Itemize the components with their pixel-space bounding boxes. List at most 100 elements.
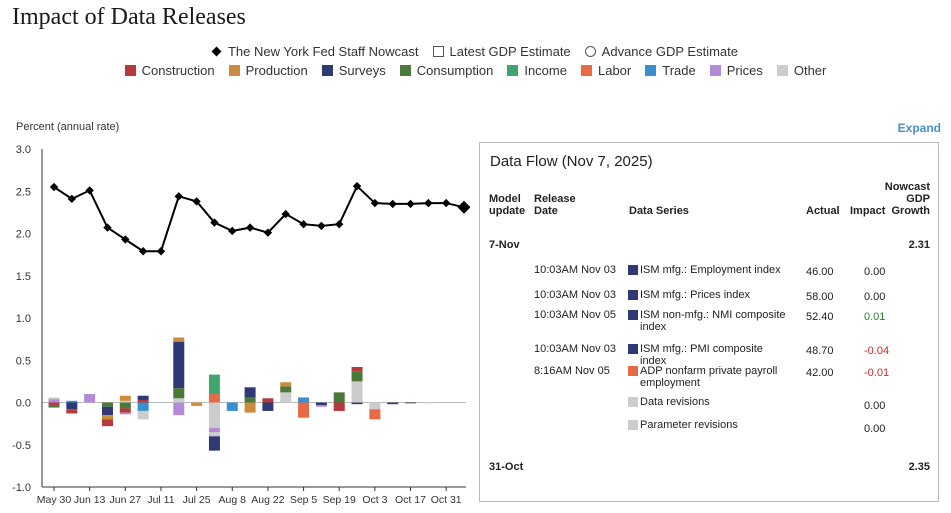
- row-series-name: ISM mfg.: Employment index: [640, 264, 781, 276]
- row-impact: -0.04: [864, 345, 890, 357]
- nowcast-point: [192, 197, 201, 206]
- nowcast-point: [281, 209, 290, 219]
- legend-construction[interactable]: Construction: [124, 63, 215, 78]
- bar-segment-construction: [137, 399, 149, 403]
- legend-trade[interactable]: Trade: [645, 63, 696, 78]
- legend-swatch: [776, 65, 788, 76]
- row-series-name: ADP nonfarm private payroll employment: [640, 365, 778, 389]
- bar-segment-construction: [333, 402, 345, 411]
- x-tick-label: Jul 11: [147, 494, 174, 506]
- x-tick-label: Jun 13: [74, 494, 106, 506]
- row-series-name: ISM mfg.: PMI composite index: [640, 343, 763, 367]
- legend-label: Income: [524, 63, 567, 78]
- row-impact: 0.01: [864, 311, 886, 323]
- bar-segment-construction: [101, 419, 113, 427]
- bar-segment-production: [280, 382, 292, 387]
- x-tick-label: Oct 31: [431, 494, 462, 506]
- bar-segment-other: [280, 392, 292, 403]
- legend-income[interactable]: Income: [507, 63, 567, 78]
- x-tick-label: Oct 17: [395, 494, 426, 506]
- y-tick-label: 3.0: [16, 144, 31, 156]
- legend-label: Surveys: [338, 63, 386, 78]
- row-actual: 52.40: [806, 311, 834, 323]
- legend-latest-gdp[interactable]: Latest GDP Estimate: [432, 44, 571, 59]
- legend-swatch: [580, 65, 592, 76]
- bar-segment-income: [208, 374, 220, 395]
- legend-swatch: [399, 65, 411, 76]
- bar-segment-construction: [66, 409, 78, 414]
- bar-segment-production: [244, 402, 256, 413]
- header-release-date: Release Date: [534, 193, 576, 217]
- group-date: 31-Oct: [489, 461, 524, 473]
- impact-chart: Percent (annual rate) 3.0 2.5 2.0 1.5 1.0 0.5 0…: [12, 121, 470, 506]
- nowcast-point: [210, 218, 219, 227]
- legend-production[interactable]: Production: [228, 63, 308, 78]
- group-nowcast-value: 2.31: [908, 239, 930, 251]
- bar-segment-other: [173, 398, 185, 403]
- legend-latest-gdp-label: Latest GDP Estimate: [449, 44, 571, 59]
- y-tick-label: 2.0: [16, 229, 31, 241]
- header-impact: Impact: [850, 205, 886, 217]
- row-actual: 48.70: [806, 345, 834, 357]
- row-release-date: 10:03AM Nov 05: [534, 309, 616, 321]
- nowcast-point: [245, 223, 255, 232]
- bar-segment-surveys: [66, 402, 78, 410]
- bar-segment-prices: [173, 402, 185, 416]
- bar-segment-other: [369, 402, 381, 410]
- x-tick-label: Sep 19: [323, 494, 356, 506]
- legend-swatch: [507, 65, 519, 76]
- row-series-swatch: [628, 265, 638, 275]
- legend-consumption[interactable]: Consumption: [399, 63, 493, 78]
- nowcast-point: [121, 235, 130, 244]
- bar-segment-construction: [119, 408, 131, 413]
- legend-labor[interactable]: Labor: [580, 63, 631, 78]
- row-impact: 0.00: [864, 400, 886, 412]
- legend-advance-gdp-label: Advance GDP Estimate: [601, 44, 738, 59]
- row-actual: 46.00: [806, 266, 834, 278]
- bar-segment-consumption: [101, 402, 113, 407]
- legend-nowcast[interactable]: The New York Fed Staff Nowcast: [211, 44, 419, 59]
- bar-segment-surveys: [101, 406, 113, 416]
- nowcast-point: [370, 198, 380, 208]
- data-flow-panel: Data Flow (Nov 7, 2025) Model update Relea…: [479, 142, 939, 502]
- nowcast-line: [53, 184, 465, 253]
- bar-segment-prices: [315, 405, 327, 407]
- row-actual: 42.00: [806, 367, 834, 379]
- legend-other[interactable]: Other: [776, 63, 827, 78]
- nowcast-point: [228, 226, 237, 236]
- bar-segment-consumption: [173, 388, 185, 399]
- row-series-name: ISM non-mfg.: NMI composite index: [640, 309, 786, 333]
- row-release-date: 8:16AM Nov 05: [534, 365, 610, 377]
- bar-segment-prices: [208, 427, 220, 433]
- expand-link[interactable]: Expand: [897, 121, 941, 135]
- legend-swatch: [645, 65, 657, 76]
- bar-segment-surveys: [387, 402, 399, 405]
- bar-segment-other: [137, 410, 149, 420]
- x-tick-label: Aug 8: [219, 494, 247, 506]
- bar-segment-labor: [369, 409, 381, 420]
- circle-icon: [584, 46, 596, 57]
- legend-prices[interactable]: Prices: [709, 63, 763, 78]
- legend-label: Other: [793, 63, 827, 78]
- bar-segment-surveys: [351, 402, 363, 405]
- header-actual: Actual: [806, 205, 840, 217]
- legend-top: The New York Fed Staff Nowcast Latest GD…: [0, 44, 951, 59]
- nowcast-point: [103, 223, 112, 232]
- legend-surveys[interactable]: Surveys: [321, 63, 386, 78]
- legend-advance-gdp[interactable]: Advance GDP Estimate: [584, 44, 738, 59]
- nowcast-point: [388, 199, 397, 209]
- nowcast-point: [457, 200, 470, 214]
- row-series-name: Parameter revisions: [640, 419, 738, 431]
- bar-segment-trade: [226, 402, 238, 411]
- bar-segment-prices: [84, 394, 96, 403]
- y-tick-label: -0.5: [12, 440, 31, 452]
- bar-segment-trade: [137, 402, 149, 411]
- y-tick-label: 1.5: [16, 271, 31, 283]
- bar-segment-other: [191, 401, 203, 403]
- legend-label: Trade: [662, 63, 696, 78]
- x-tick-label: Oct 3: [362, 494, 387, 506]
- bar-segment-surveys: [208, 436, 220, 451]
- bar-segment-prices: [119, 412, 131, 415]
- bar-segment-consumption: [48, 405, 60, 408]
- row-release-date: 10:03AM Nov 03: [534, 289, 616, 301]
